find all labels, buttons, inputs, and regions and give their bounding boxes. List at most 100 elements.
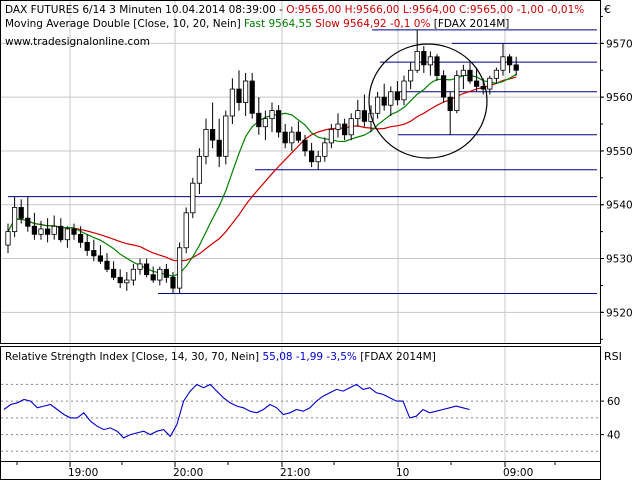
rsi-header: Relative Strength Index [Close, 14, 30, … bbox=[5, 351, 436, 363]
rsi-suffix: [FDAX 2014M] bbox=[357, 351, 436, 363]
candle-body bbox=[242, 80, 249, 103]
price-panel bbox=[0, 0, 601, 344]
x-tick-label: 20:00 bbox=[173, 467, 203, 479]
grid bbox=[1, 1, 600, 461]
candle-body bbox=[506, 56, 513, 66]
slow-ma-value: Slow 9564,92 -0,1 0% bbox=[315, 18, 430, 30]
candle-body bbox=[51, 225, 57, 235]
candle-body bbox=[111, 268, 117, 278]
candle-body bbox=[117, 276, 123, 284]
candle-body bbox=[31, 225, 38, 235]
candle-body bbox=[25, 217, 31, 227]
currency-label: € bbox=[604, 3, 611, 16]
candle-body bbox=[295, 131, 302, 141]
candle-body bbox=[18, 207, 24, 219]
annotation-circle[interactable] bbox=[368, 43, 488, 159]
y-axis: 9570 9560 9550 9540 9530 9520 60 40 bbox=[600, 15, 633, 442]
candle-body bbox=[216, 139, 222, 157]
slow-ma-line bbox=[7, 76, 517, 262]
candle-body bbox=[414, 51, 420, 71]
candle-body bbox=[229, 88, 235, 117]
horizontal-levels bbox=[8, 29, 597, 295]
candle-body bbox=[467, 69, 473, 82]
x-tick-label: 09:00 bbox=[503, 467, 533, 479]
candle-body bbox=[282, 131, 288, 144]
candle-body bbox=[487, 77, 493, 90]
candle-body bbox=[302, 139, 308, 152]
candle-body bbox=[394, 91, 401, 101]
candle-body bbox=[163, 268, 169, 278]
rsi-panel bbox=[0, 346, 601, 462]
candle-body bbox=[209, 129, 216, 141]
candle-body bbox=[97, 255, 103, 262]
candle-body bbox=[183, 212, 189, 249]
rsi-line bbox=[3, 383, 470, 439]
candle-body bbox=[203, 129, 209, 157]
candle-body bbox=[500, 56, 506, 71]
y-tick-label: 9520 bbox=[606, 307, 633, 319]
candle-body bbox=[170, 276, 176, 289]
candle-body bbox=[236, 88, 242, 103]
candle-body bbox=[322, 142, 328, 157]
candle-body bbox=[130, 268, 136, 281]
candle-body bbox=[361, 110, 368, 122]
candle-body bbox=[381, 96, 387, 106]
ohlc-readout: O:9565,00 H:9566,00 L:9564,00 C:9565,00 … bbox=[286, 4, 584, 16]
fast-ma-value: Fast 9564,55 bbox=[244, 18, 312, 30]
candle-body bbox=[460, 69, 467, 77]
candle-body bbox=[401, 80, 407, 101]
x-tick-label: 21:00 bbox=[280, 467, 310, 479]
rsi-axis-label: RSI bbox=[604, 350, 622, 363]
candle-body bbox=[71, 228, 77, 235]
candle-body bbox=[64, 228, 70, 241]
candle-body bbox=[374, 96, 381, 114]
candle-body bbox=[454, 75, 460, 111]
candle-body bbox=[84, 241, 90, 251]
rsi-value: 55,08 -1,99 -3,5% bbox=[263, 351, 357, 363]
ma-suffix: [FDAX 2014M] bbox=[430, 18, 509, 30]
candle-body bbox=[308, 150, 315, 163]
candle-body bbox=[275, 110, 282, 133]
header-line2: Moving Average Double [Close, 10, 20, Ne… bbox=[5, 18, 509, 30]
candle-body bbox=[91, 250, 97, 257]
y-tick-label: 9530 bbox=[606, 254, 633, 266]
candle-body bbox=[493, 69, 500, 79]
candle-body bbox=[45, 228, 51, 235]
website-label[interactable]: www.tradesignalonline.com bbox=[5, 36, 150, 48]
fast-ma-line bbox=[7, 73, 517, 277]
candle-body bbox=[473, 80, 480, 87]
candle-body bbox=[427, 56, 434, 66]
x-axis: 19:00 20:00 21:00 10 09:00 bbox=[16, 461, 556, 479]
candle-body bbox=[190, 182, 196, 214]
candle-body bbox=[150, 274, 156, 281]
x-tick-label: 10 bbox=[396, 467, 409, 479]
candle-body bbox=[196, 155, 202, 184]
rsi-tick-label: 40 bbox=[607, 430, 620, 442]
instrument-label: DAX FUTURES 6/14 3 Minuten 10.04.2014 08… bbox=[5, 4, 286, 16]
candle-body bbox=[447, 96, 453, 111]
candle-body bbox=[104, 260, 110, 270]
rsi-label: Relative Strength Index [Close, 14, 30, … bbox=[5, 351, 263, 363]
candle-body bbox=[256, 112, 262, 128]
candle-body bbox=[78, 233, 84, 243]
candle-body bbox=[440, 75, 447, 98]
candle-body bbox=[143, 263, 150, 276]
candle-body bbox=[124, 279, 130, 284]
candle-body bbox=[269, 110, 275, 120]
candle-body bbox=[262, 118, 269, 128]
candle-body bbox=[434, 56, 440, 77]
candle-body bbox=[249, 80, 255, 114]
header-line1: DAX FUTURES 6/14 3 Minuten 10.04.2014 08… bbox=[5, 4, 584, 16]
candle-body bbox=[335, 123, 341, 130]
y-tick-label: 9540 bbox=[606, 200, 633, 212]
y-tick-label: 9560 bbox=[606, 92, 633, 104]
candle-body bbox=[223, 115, 229, 157]
candles bbox=[5, 29, 519, 294]
candle-body bbox=[289, 131, 295, 144]
candle-body bbox=[38, 228, 44, 235]
y-tick-label: 9550 bbox=[606, 146, 633, 158]
candle-body bbox=[388, 91, 394, 106]
y-tick-label: 9570 bbox=[606, 38, 633, 50]
candle-body bbox=[355, 110, 361, 120]
